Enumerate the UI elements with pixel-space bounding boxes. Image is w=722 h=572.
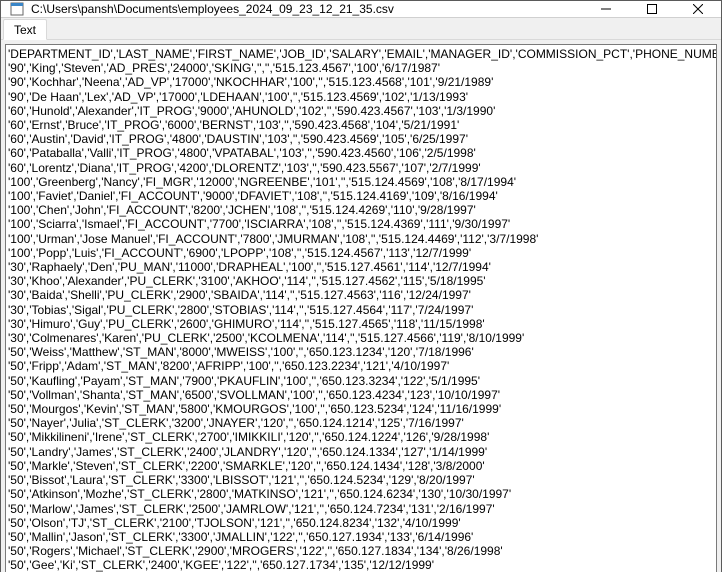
window-title: C:\Users\pansh\Documents\employees_2024_… — [31, 2, 583, 16]
close-button[interactable] — [675, 1, 721, 17]
text-content: 'DEPARTMENT_ID','LAST_NAME','FIRST_NAME'… — [8, 47, 712, 572]
minimize-button[interactable] — [583, 1, 629, 17]
tab-text[interactable]: Text — [3, 19, 47, 40]
tabstrip: Text — [1, 18, 721, 40]
titlebar: C:\Users\pansh\Documents\employees_2024_… — [1, 1, 721, 18]
window-controls — [583, 1, 721, 17]
app-window: C:\Users\pansh\Documents\employees_2024_… — [0, 0, 722, 572]
text-viewer[interactable]: 'DEPARTMENT_ID','LAST_NAME','FIRST_NAME'… — [5, 44, 717, 572]
maximize-button[interactable] — [629, 1, 675, 17]
app-icon — [9, 1, 25, 17]
content-area: 'DEPARTMENT_ID','LAST_NAME','FIRST_NAME'… — [1, 40, 721, 572]
